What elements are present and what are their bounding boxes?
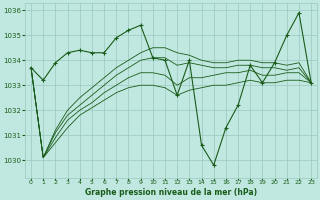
X-axis label: Graphe pression niveau de la mer (hPa): Graphe pression niveau de la mer (hPa)	[85, 188, 257, 197]
